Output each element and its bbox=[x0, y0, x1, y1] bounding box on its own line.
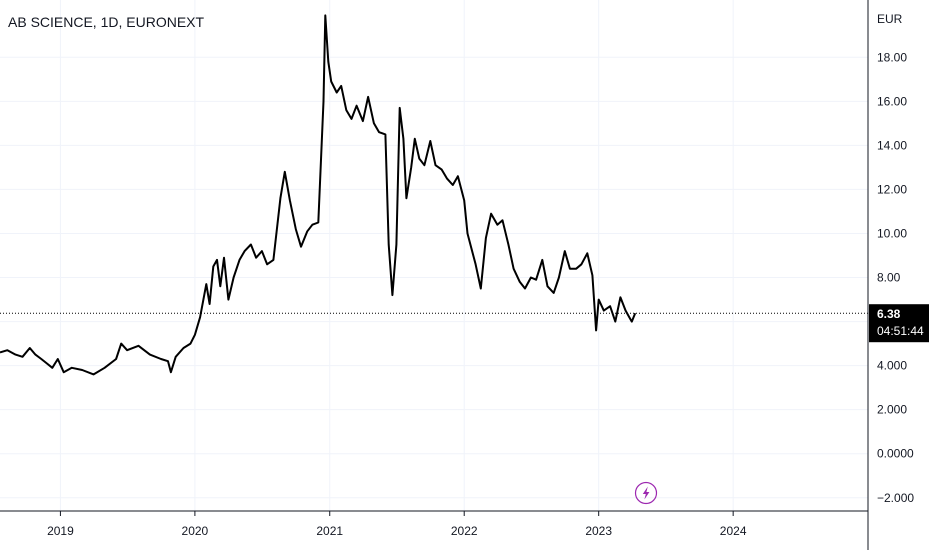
y-tick-label: 18.00 bbox=[877, 50, 907, 64]
y-tick-label: 16.00 bbox=[877, 94, 907, 108]
y-tick-label: −2.000 bbox=[877, 491, 914, 505]
x-tick-label: 2020 bbox=[182, 524, 209, 538]
y-tick-label: 8.00 bbox=[877, 271, 901, 285]
x-tick-label: 2019 bbox=[47, 524, 74, 538]
x-axis-ticks[interactable]: 2019 2020 2021 2022 2023 2024 bbox=[47, 511, 747, 538]
last-price-value: 6.38 bbox=[877, 307, 901, 321]
grid-layer bbox=[0, 0, 868, 511]
x-tick-label: 2024 bbox=[720, 524, 747, 538]
y-tick-label: 2.000 bbox=[877, 403, 907, 417]
y-tick-label: 14.00 bbox=[877, 138, 907, 152]
lightning-icon[interactable] bbox=[634, 481, 658, 505]
last-price-label-background bbox=[869, 304, 929, 343]
last-price-label: 6.38 04:51:44 bbox=[869, 304, 929, 343]
x-tick-label: 2021 bbox=[316, 524, 343, 538]
countdown-timer: 04:51:44 bbox=[877, 324, 924, 338]
y-axis-ticks[interactable]: 18.0016.0014.0012.0010.008.006.004.0002.… bbox=[877, 50, 914, 505]
x-tick-label: 2023 bbox=[585, 524, 612, 538]
y-tick-label: 12.00 bbox=[877, 182, 907, 196]
lightning-icon-bolt bbox=[642, 486, 650, 500]
y-tick-label: 4.000 bbox=[877, 359, 907, 373]
price-series-line bbox=[0, 14, 637, 376]
y-axis-unit: EUR bbox=[877, 12, 903, 26]
chart-title: AB SCIENCE, 1D, EURONEXT bbox=[8, 14, 204, 30]
x-tick-label: 2022 bbox=[451, 524, 478, 538]
price-line-layer bbox=[0, 14, 637, 376]
y-tick-label: 0.0000 bbox=[877, 447, 914, 461]
lightning-icon-circle bbox=[634, 481, 658, 505]
y-tick-label: 10.00 bbox=[877, 226, 907, 240]
